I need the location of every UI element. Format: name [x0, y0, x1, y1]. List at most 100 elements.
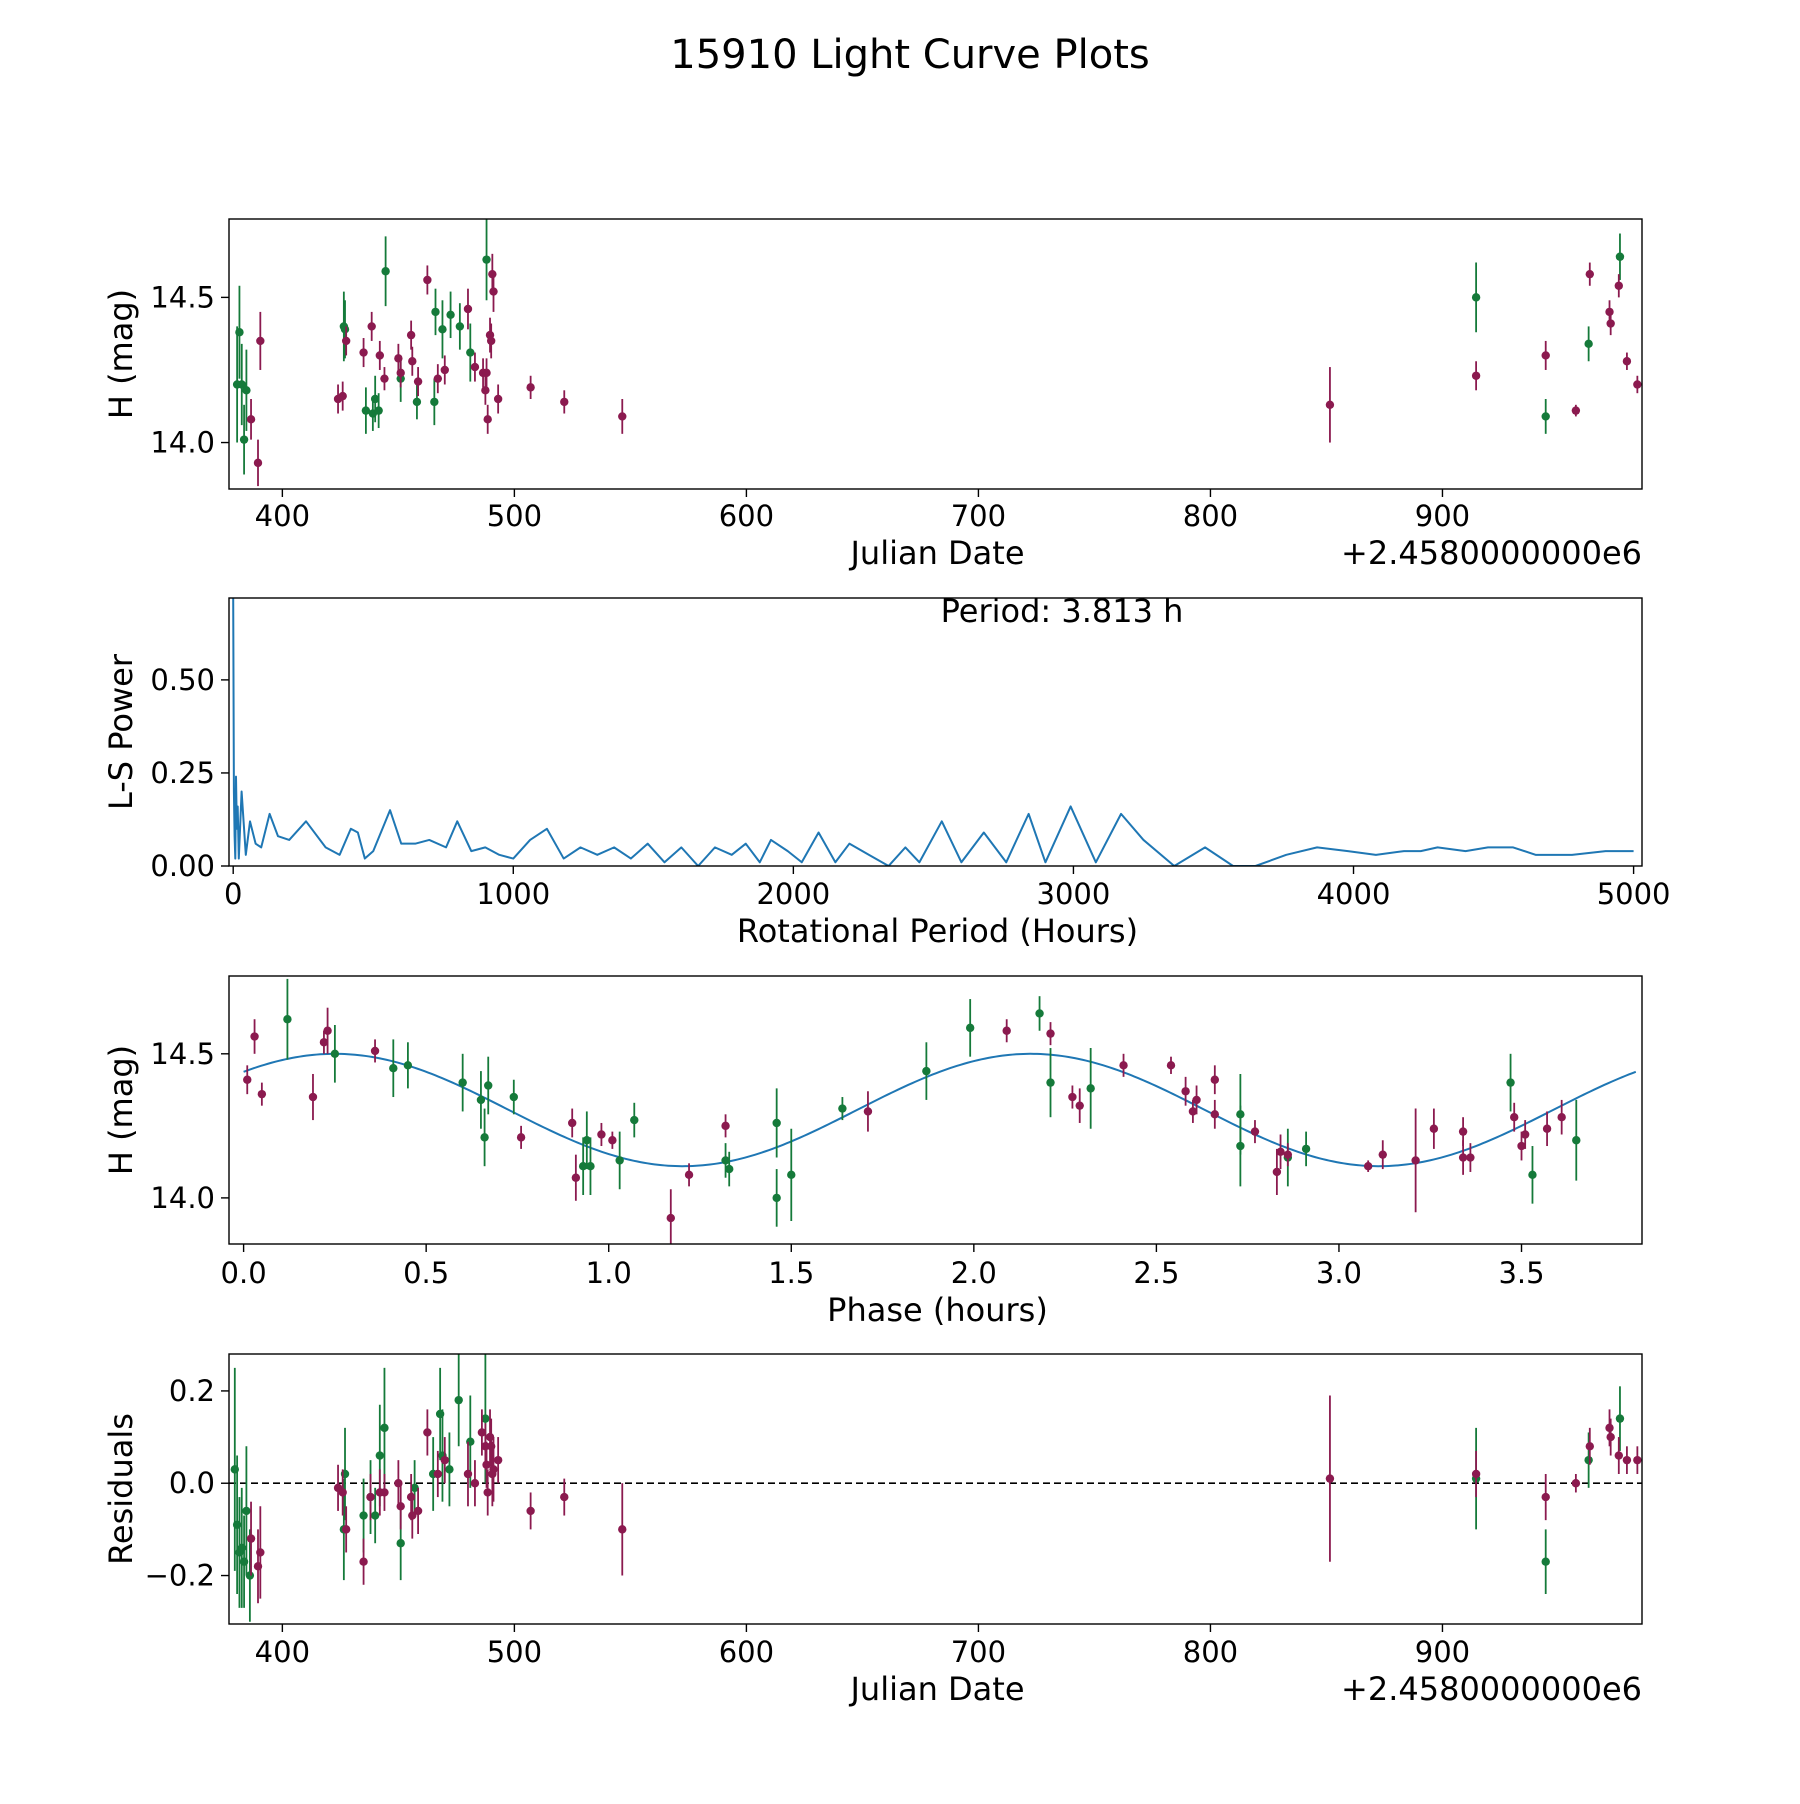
red-point: [308, 1092, 318, 1102]
green-point: [359, 1511, 368, 1520]
green-point: [375, 1451, 385, 1460]
red-point: [1622, 1455, 1632, 1465]
red-point: [253, 458, 263, 468]
red-point: [366, 1492, 375, 1502]
red-point: [493, 1455, 503, 1465]
green-point: [965, 1023, 975, 1033]
green-point: [480, 1133, 489, 1142]
green-point: [1584, 339, 1593, 349]
red-point: [1002, 1026, 1011, 1035]
green-point: [1236, 1141, 1245, 1151]
green-point: [340, 325, 350, 334]
red-point: [1510, 1113, 1519, 1122]
green-point: [1528, 1170, 1537, 1180]
red-point: [338, 391, 347, 401]
green-point: [484, 1081, 493, 1090]
red-point: [526, 383, 535, 392]
x-tick-label: 3.0: [1316, 1256, 1362, 1290]
green-point: [458, 1078, 467, 1087]
red-point: [482, 368, 491, 378]
lightcurve-panel: 400 500 600 700 800 900 14.0 14.5 Julian Date H (…: [102, 218, 1643, 572]
red-point: [1276, 1147, 1285, 1156]
red-point: [571, 1173, 581, 1182]
green-point: [455, 322, 465, 331]
green-point: [1615, 252, 1625, 261]
green-point: [374, 406, 383, 415]
green-point: [1541, 1557, 1550, 1566]
x-tick-label: 700: [951, 1635, 1006, 1669]
red-point: [1633, 380, 1642, 389]
y-tick-label: 0.25: [150, 756, 215, 790]
x-tick-label: 0: [224, 877, 242, 911]
red-point: [560, 1492, 569, 1502]
green-point: [586, 1161, 595, 1171]
red-point: [1046, 1029, 1055, 1038]
red-point: [1585, 269, 1594, 279]
x-tick-label: 2.5: [1133, 1256, 1179, 1290]
red-point: [370, 1046, 380, 1056]
x-tick-label: 2000: [756, 877, 830, 911]
phased-panel: 0.0 0.5 1.0 1.5 2.0 2.5 3.0 3.5 14.0 14.5 Phase (h…: [102, 975, 1643, 1329]
red-point: [1192, 1095, 1201, 1105]
green-point: [476, 1095, 486, 1105]
red-point: [423, 275, 432, 285]
red-point: [1272, 1167, 1282, 1177]
green-point: [242, 1506, 251, 1516]
x-tick-label: 500: [487, 1635, 542, 1669]
green-point: [446, 310, 455, 320]
green-point: [1086, 1084, 1095, 1093]
x-tick-label: 400: [255, 499, 310, 533]
green-point: [582, 1136, 592, 1145]
green-point: [445, 1465, 454, 1474]
red-point: [1458, 1127, 1468, 1136]
red-point: [359, 1557, 368, 1566]
x-tick-label: 900: [1415, 1635, 1470, 1669]
red-point: [406, 330, 416, 340]
green-point: [381, 267, 390, 276]
green-point: [482, 255, 491, 264]
red-point: [493, 394, 503, 404]
red-point: [246, 415, 256, 424]
red-point: [486, 336, 496, 346]
red-point: [423, 1428, 432, 1437]
red-point: [1517, 1141, 1526, 1151]
green-point: [1506, 1078, 1515, 1087]
red-point: [684, 1170, 694, 1180]
y-tick-label: 0.50: [150, 663, 215, 697]
green-point: [389, 1064, 398, 1073]
y-tick-label: 0.0: [169, 1466, 215, 1500]
red-point: [1541, 1492, 1550, 1502]
red-point: [1075, 1101, 1084, 1110]
lightcurve-data: [232, 219, 1642, 487]
x-tick-label: 3.5: [1498, 1256, 1544, 1290]
red-point: [440, 365, 449, 375]
red-point: [256, 1548, 265, 1557]
red-point: [1471, 371, 1481, 380]
residuals-data: [229, 1354, 1642, 1622]
y-tick-label: −0.2: [145, 1559, 215, 1593]
red-point: [408, 357, 417, 366]
green-point: [578, 1161, 588, 1171]
red-point: [1622, 357, 1632, 366]
x-axis-label: Rotational Period (Hours): [737, 912, 1138, 950]
green-point: [1584, 1455, 1593, 1465]
red-point: [375, 351, 385, 360]
red-point: [1541, 351, 1550, 360]
red-point: [1210, 1075, 1220, 1084]
period-annotation: Period: 3.813 h: [941, 592, 1184, 630]
green-point: [772, 1118, 781, 1128]
red-point: [1585, 1442, 1594, 1451]
red-point: [433, 1469, 443, 1479]
residuals-frame: [228, 1353, 1643, 1625]
green-point: [396, 1539, 405, 1548]
red-point: [481, 386, 490, 395]
red-point: [560, 397, 569, 407]
red-point: [1188, 1107, 1198, 1116]
red-point: [483, 1488, 492, 1497]
green-point: [245, 1571, 255, 1580]
red-point: [1119, 1061, 1128, 1070]
red-point: [1605, 1423, 1614, 1433]
red-point: [1378, 1150, 1387, 1159]
red-point: [470, 1479, 480, 1488]
